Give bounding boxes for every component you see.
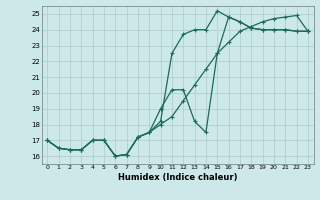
X-axis label: Humidex (Indice chaleur): Humidex (Indice chaleur) xyxy=(118,173,237,182)
